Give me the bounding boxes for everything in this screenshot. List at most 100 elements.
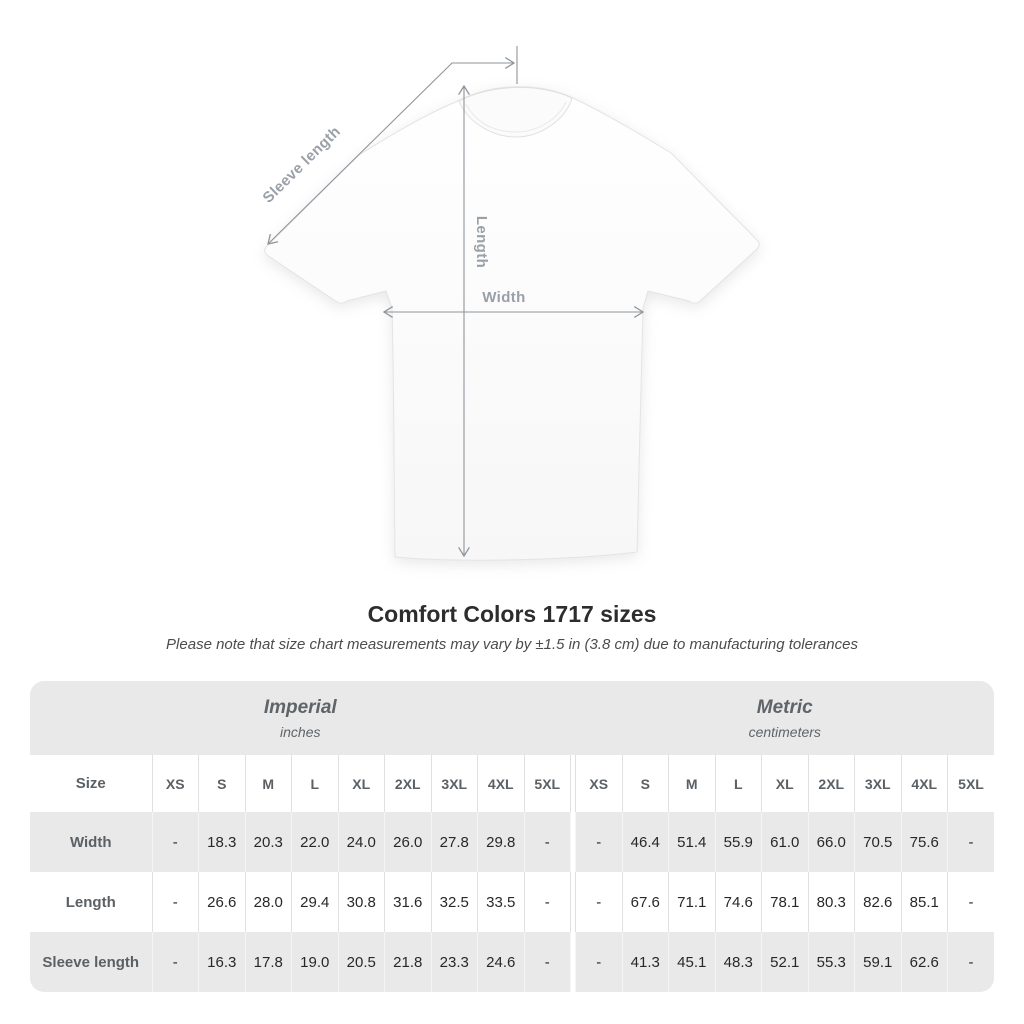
size-col-header: XS bbox=[151, 755, 199, 812]
metric-value-cell: 71.1 bbox=[668, 872, 715, 932]
size-col-header: XL bbox=[761, 755, 808, 812]
imperial-value-cell: 31.6 bbox=[384, 872, 431, 932]
imperial-value-cell: 22.0 bbox=[291, 812, 338, 872]
size-col-header: 3XL bbox=[854, 755, 901, 812]
metric-group-name: Metric bbox=[756, 696, 813, 718]
metric-value-cell: 52.1 bbox=[761, 932, 808, 992]
size-col-header: L bbox=[714, 755, 762, 812]
imperial-value-cell: 21.8 bbox=[384, 932, 431, 992]
metric-value-cell: 51.4 bbox=[668, 812, 715, 872]
metric-value-cell: 85.1 bbox=[900, 872, 948, 932]
sleeve-length-arrow bbox=[268, 63, 514, 244]
size-col-header: M bbox=[244, 755, 292, 812]
size-col-header: 2XL bbox=[807, 755, 855, 812]
size-col-header: L bbox=[291, 755, 338, 812]
metric-value-cell: 67.6 bbox=[621, 872, 669, 932]
metric-value-cell: - bbox=[575, 872, 622, 932]
tshirt-silhouette bbox=[264, 86, 760, 561]
metric-value-cell: 61.0 bbox=[761, 812, 808, 872]
imperial-value-cell: - bbox=[523, 872, 571, 932]
size-header-cell: Size bbox=[75, 775, 106, 792]
imperial-value-cell: 33.5 bbox=[477, 872, 524, 932]
imperial-value-cell: - bbox=[523, 812, 571, 872]
imperial-value-cell: 20.3 bbox=[244, 812, 292, 872]
metric-value-cell: 74.6 bbox=[714, 872, 762, 932]
measurement-row: Sleeve length -16.3 17.8 19.0 20.5 21.8 23.3 24… bbox=[30, 932, 994, 992]
imperial-value-cell: 27.8 bbox=[430, 812, 478, 872]
size-col-header: M bbox=[668, 755, 715, 812]
imperial-value-cell: 26.6 bbox=[198, 872, 245, 932]
width-label: Width bbox=[482, 289, 526, 306]
size-col-header: 4XL bbox=[477, 755, 524, 812]
size-col-header: 4XL bbox=[900, 755, 948, 812]
size-col-header: 5XL bbox=[523, 755, 571, 812]
measurement-row-label: Sleeve length bbox=[42, 953, 140, 971]
size-col-header: S bbox=[198, 755, 245, 812]
imperial-value-cell: 23.3 bbox=[430, 932, 478, 992]
metric-value-cell: 78.1 bbox=[761, 872, 808, 932]
metric-group-header: Metric centimeters bbox=[576, 681, 995, 755]
measurement-row-label: Length bbox=[65, 893, 116, 911]
imperial-value-cell: 16.3 bbox=[198, 932, 245, 992]
metric-value-cell: - bbox=[947, 812, 994, 872]
metric-value-cell: 59.1 bbox=[854, 932, 901, 992]
imperial-value-cell: 29.8 bbox=[477, 812, 524, 872]
metric-value-cell: 46.4 bbox=[621, 812, 669, 872]
measurement-row: Length -26.6 28.0 29.4 30.8 31.6 32.5 33.5- -67.… bbox=[30, 872, 994, 932]
group-divider bbox=[570, 755, 576, 812]
size-col-header: 2XL bbox=[384, 755, 431, 812]
group-divider bbox=[570, 872, 576, 932]
metric-value-cell: 48.3 bbox=[714, 932, 762, 992]
group-divider bbox=[570, 681, 576, 755]
imperial-value-cell: 26.0 bbox=[384, 812, 431, 872]
size-col-header: 5XL bbox=[947, 755, 994, 812]
size-col-header: XS bbox=[575, 755, 622, 812]
size-col-header: 3XL bbox=[430, 755, 478, 812]
size-chart-table-container: Imperial inches Metric centimeters Size … bbox=[30, 681, 994, 992]
metric-value-cell: - bbox=[947, 872, 994, 932]
imperial-value-cell: - bbox=[523, 932, 571, 992]
imperial-value-cell: 28.0 bbox=[244, 872, 292, 932]
size-col-header: S bbox=[621, 755, 669, 812]
metric-value-cell: 62.6 bbox=[900, 932, 948, 992]
imperial-value-cell: 24.0 bbox=[337, 812, 385, 872]
metric-value-cell: - bbox=[947, 932, 994, 992]
metric-group-unit: centimeters bbox=[748, 723, 821, 740]
imperial-value-cell: 20.5 bbox=[337, 932, 385, 992]
metric-value-cell: 55.9 bbox=[714, 812, 762, 872]
metric-value-cell: - bbox=[575, 812, 622, 872]
metric-value-cell: 55.3 bbox=[807, 932, 855, 992]
metric-value-cell: 80.3 bbox=[807, 872, 855, 932]
imperial-value-cell: - bbox=[151, 932, 199, 992]
tolerance-note: Please note that size chart measurements… bbox=[166, 636, 858, 653]
size-col-header: XL bbox=[337, 755, 385, 812]
metric-value-cell: 75.6 bbox=[900, 812, 948, 872]
imperial-group-unit: inches bbox=[280, 723, 321, 740]
size-chart-table: Imperial inches Metric centimeters Size … bbox=[30, 681, 994, 992]
size-header-row: Size XS S M L XL 2XL 3XL 4XL 5XL XS S M L XL 2XL 3XL 4XL… bbox=[30, 755, 994, 812]
width-annotation: Width bbox=[384, 289, 643, 312]
imperial-group-header: Imperial inches bbox=[30, 681, 571, 755]
group-divider bbox=[570, 932, 576, 992]
length-annotation: Length bbox=[464, 86, 490, 556]
length-label: Length bbox=[473, 216, 490, 268]
unit-group-header-row: Imperial inches Metric centimeters bbox=[30, 681, 994, 755]
measurement-row: Width -18.3 20.3 22.0 24.0 26.0 27.8 29.8- -46.4… bbox=[30, 812, 994, 872]
imperial-value-cell: - bbox=[151, 872, 199, 932]
measurement-row-label: Width bbox=[69, 833, 112, 851]
metric-value-cell: 45.1 bbox=[668, 932, 715, 992]
page-title: Comfort Colors 1717 sizes bbox=[367, 601, 657, 627]
metric-value-cell: 66.0 bbox=[807, 812, 855, 872]
metric-value-cell: 82.6 bbox=[854, 872, 901, 932]
metric-value-cell: 41.3 bbox=[621, 932, 669, 992]
imperial-value-cell: 24.6 bbox=[477, 932, 524, 992]
group-divider bbox=[570, 812, 576, 872]
imperial-value-cell: 19.0 bbox=[291, 932, 338, 992]
imperial-group-name: Imperial bbox=[263, 696, 337, 718]
imperial-value-cell: 17.8 bbox=[244, 932, 292, 992]
imperial-value-cell: - bbox=[151, 812, 199, 872]
tshirt-diagram-svg: Sleeve length Length Width bbox=[260, 46, 760, 561]
imperial-value-cell: 30.8 bbox=[337, 872, 385, 932]
imperial-value-cell: 32.5 bbox=[430, 872, 478, 932]
imperial-value-cell: 18.3 bbox=[198, 812, 245, 872]
